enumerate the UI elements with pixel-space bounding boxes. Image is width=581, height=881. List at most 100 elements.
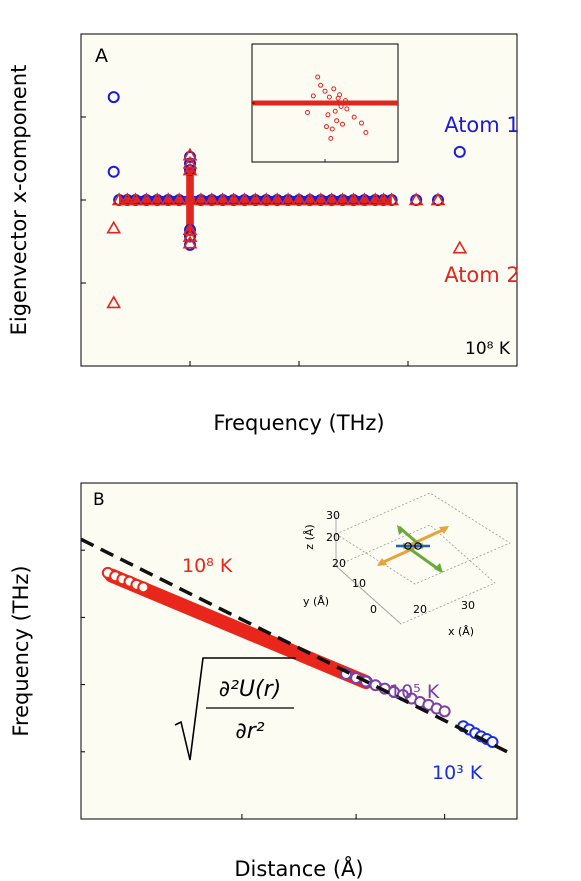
inset-point (329, 126, 335, 132)
inset-point (318, 82, 324, 88)
atom2-point (171, 192, 187, 206)
inset-point (325, 112, 331, 118)
formula-numerator: ∂²U(r) (219, 677, 282, 702)
series-label-1e5k: 10⁵ K (389, 681, 440, 703)
inset-tick-labels (251, 43, 399, 163)
atom-marker-1 (404, 542, 412, 550)
inset-point (304, 109, 310, 115)
atom2-point (160, 192, 176, 206)
atom2-point (237, 192, 252, 206)
atom2-point (111, 192, 127, 206)
series-0-point (137, 581, 150, 594)
series-2-point (486, 735, 499, 748)
atom1-point (107, 91, 120, 104)
atom2-point (376, 192, 391, 206)
atom2-point (226, 192, 241, 206)
inset3d-ztick-20: 20 (326, 531, 340, 544)
formula: ∂²U(r) ∂r² (174, 657, 296, 761)
inset3d-ylabel: y (Å) (303, 595, 329, 608)
marks-a (106, 91, 468, 309)
inset3d-xtick-20: 20 (413, 603, 427, 616)
inset-dense-band (252, 100, 398, 106)
inset-point (344, 106, 350, 112)
arrowhead-green-1 (397, 525, 405, 535)
inset-point (359, 120, 364, 126)
atom2-point (291, 192, 307, 206)
formula-denominator: ∂r² (235, 719, 264, 744)
series-1-point (438, 705, 451, 718)
atom2-point (204, 192, 220, 206)
atom2-point (408, 192, 424, 206)
inset-point (342, 98, 348, 104)
atom2-point (384, 192, 400, 206)
atom1-label: Atom 1 (444, 113, 520, 137)
arrowhead-green-2 (434, 563, 443, 573)
atom2-point (452, 240, 468, 254)
inset-point (331, 86, 337, 92)
atom2-point (313, 192, 329, 206)
atom2-point (182, 155, 198, 169)
axes-a (80, 33, 518, 367)
atom2-point (324, 192, 340, 206)
atom2-dense-cluster (186, 166, 194, 234)
atom2-point (258, 192, 274, 206)
inset3d-ytick-20: 20 (332, 557, 346, 570)
atom1-point (453, 145, 466, 158)
sqrt-sign (174, 657, 296, 761)
atom1-point (107, 165, 120, 178)
inset-point (323, 124, 329, 130)
red-band-line (104, 568, 373, 690)
inset-point (340, 121, 346, 127)
atom2-point (248, 192, 263, 206)
atom2-point (280, 192, 296, 206)
axes-b (80, 549, 518, 819)
panel-a: A Frequency (THz) Eigenvector x-componen… (7, 33, 520, 435)
atom2-point (193, 192, 209, 206)
atom2-point (106, 220, 122, 234)
atom2-point (335, 192, 350, 206)
inset3d-ytick-0: 0 (370, 603, 377, 616)
x-axis-label-b: Distance (Å) (234, 855, 363, 881)
inset3d-zlabel: z (Å) (303, 524, 316, 549)
inset-marks (252, 74, 398, 141)
inset-point (334, 118, 340, 124)
atom2-dense-band (119, 197, 392, 203)
atom2-point (215, 192, 231, 206)
inset3d-x-axis (335, 565, 402, 625)
arrowhead-orange-2 (377, 558, 387, 566)
inset-point (338, 104, 344, 110)
atom-marker-2 (414, 542, 422, 550)
atom2-point (357, 192, 372, 206)
atom2-point (302, 192, 318, 206)
inset-point (326, 94, 332, 100)
inset-point (315, 74, 321, 80)
inset-point (363, 130, 369, 135)
inset-point (310, 93, 316, 99)
inset-point (328, 135, 334, 141)
atom2-point (149, 192, 165, 206)
atom2-point (139, 192, 154, 206)
inset-point (332, 108, 338, 114)
atom2-point (182, 228, 198, 242)
atom2-point (182, 235, 198, 249)
inset3d-ytick-10: 10 (352, 577, 366, 590)
vector-orange-1 (402, 526, 448, 550)
series-label-1e3k: 10³ K (432, 762, 483, 784)
panel-label-b: B (93, 490, 105, 510)
temperature-label-a: 10⁸ K (465, 339, 511, 359)
panel-b: B Distance (Å) Frequency (THz) 10⁸ K 10⁵… (9, 482, 518, 881)
atom2-point (128, 192, 143, 206)
vector-orange-2 (378, 542, 424, 566)
inset3d-xtick-30: 30 (461, 599, 475, 612)
y-axis-label-a: Eigenvector x-component (7, 65, 31, 336)
inset-3d: z (Å) 30 20 20 10 0 y (Å) 20 30 x (Å) (303, 492, 511, 638)
atom2-label: Atom 2 (444, 263, 520, 287)
y-axis-label-b: Frequency (THz) (9, 565, 33, 736)
atom2-point (367, 192, 383, 206)
inset-point (322, 88, 328, 94)
inset3d-ztick-30: 30 (326, 509, 340, 522)
atom2-point (119, 192, 135, 206)
arrowhead-orange-1 (439, 526, 449, 534)
atom2-point (182, 147, 198, 161)
panel-label-a: A (95, 45, 108, 67)
